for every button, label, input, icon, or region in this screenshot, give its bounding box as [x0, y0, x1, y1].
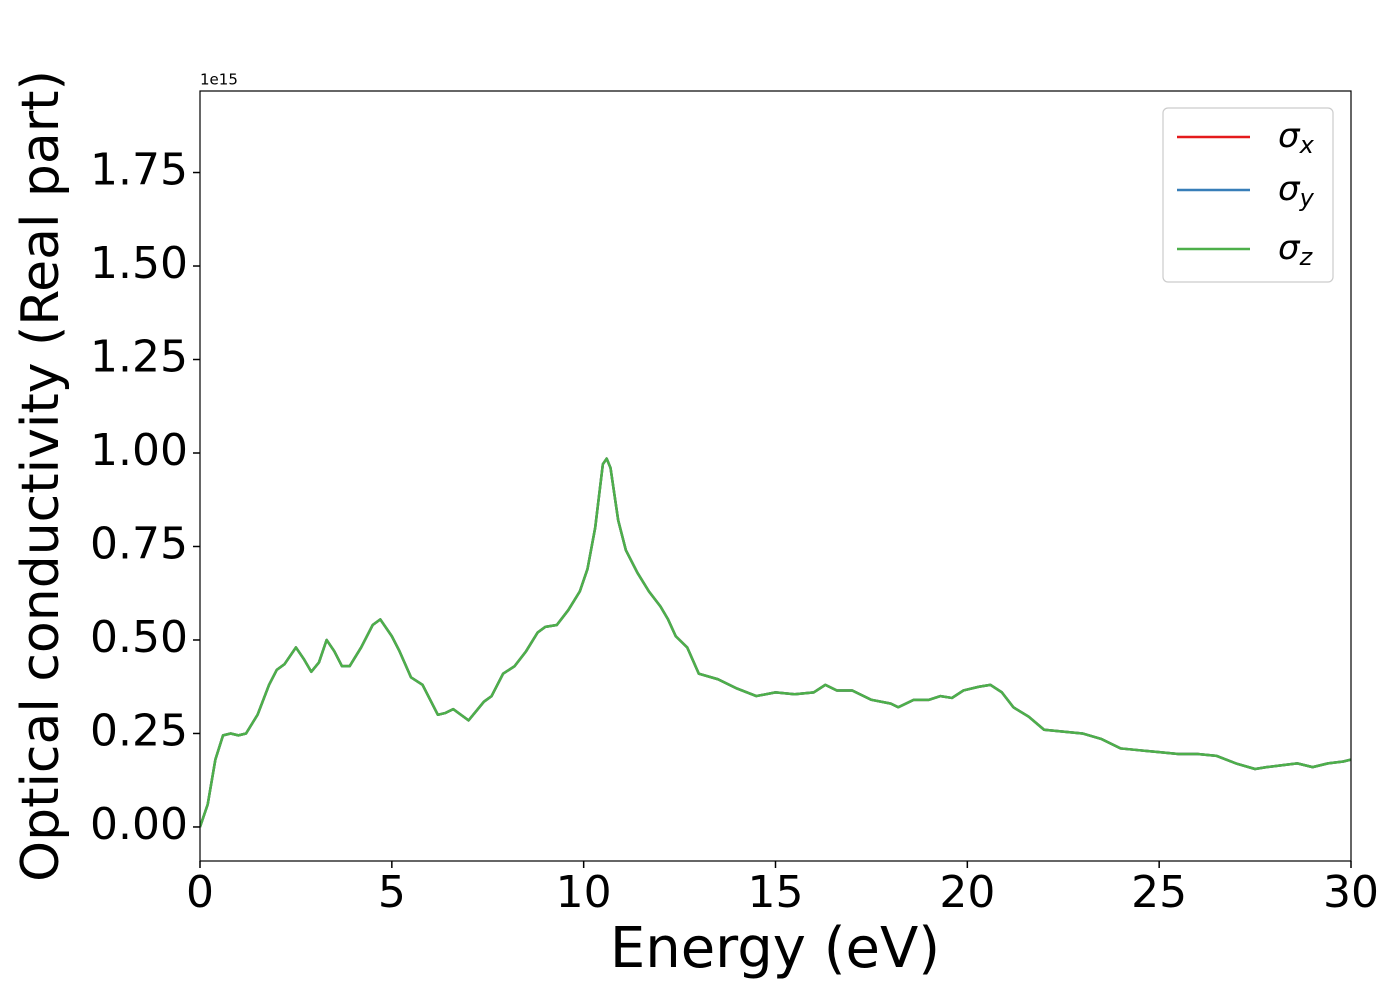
y-tick-label: 0.00 — [90, 799, 188, 850]
legend-label: σy — [1278, 169, 1315, 213]
y-tick-label: 1.75 — [90, 145, 188, 196]
x-tick-label: 10 — [556, 867, 612, 918]
y-tick-label: 0.75 — [90, 518, 188, 569]
series-line — [200, 457, 1351, 828]
series-line — [200, 457, 1351, 828]
y-tick-label: 0.25 — [90, 705, 188, 756]
series-line — [200, 457, 1351, 828]
legend-box — [1162, 107, 1334, 283]
offset-text: 1e15 — [200, 71, 238, 89]
legend-label: σz — [1278, 228, 1314, 272]
x-axis-label: Energy (eV) — [610, 916, 940, 981]
y-tick-label: 1.25 — [90, 332, 188, 383]
plot-frame — [199, 90, 1352, 862]
x-tick-label: 20 — [939, 867, 995, 918]
x-tick-label: 15 — [748, 867, 804, 918]
y-tick-label: 1.00 — [90, 425, 188, 476]
y-tick-label: 1.50 — [90, 238, 188, 289]
y-axis-label: Optical conductivity (Real part) — [11, 70, 71, 882]
x-tick-label: 30 — [1323, 867, 1379, 918]
y-tick-label: 0.50 — [90, 612, 188, 663]
x-tick-label: 25 — [1131, 867, 1187, 918]
x-tick-label: 5 — [378, 867, 406, 918]
legend-label: σx — [1278, 116, 1315, 160]
x-tick-label: 0 — [186, 867, 214, 918]
